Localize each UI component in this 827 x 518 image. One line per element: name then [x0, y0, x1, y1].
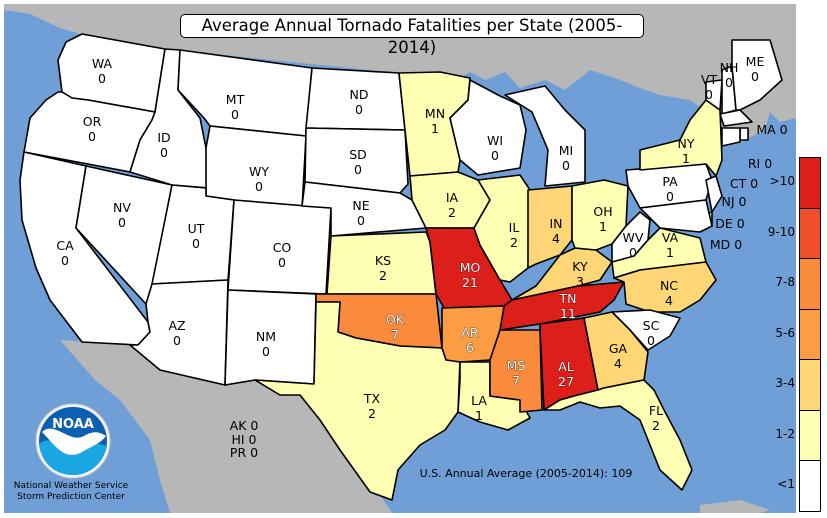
state-ct: [721, 127, 741, 147]
legend-swatch-6: [799, 460, 821, 512]
state-label-nd: ND 0: [350, 87, 369, 117]
state-label-ia: IA 2: [446, 190, 459, 220]
state-sd: [304, 127, 409, 194]
state-il: [473, 174, 531, 283]
state-label-me: ME 0: [746, 54, 765, 84]
legend-swatch-3: [799, 308, 821, 360]
cuba-landmass: [700, 500, 770, 513]
state-label-wy: WY 0: [249, 164, 269, 194]
state-label-oh: OH 1: [593, 204, 612, 234]
state-label-vt: VT 0: [701, 72, 718, 102]
noaa-logo-text: NOAA: [52, 417, 94, 432]
state-label-ar: AR 6: [461, 325, 479, 355]
state-wi: [449, 79, 527, 176]
state-label-nj: NJ 0: [722, 194, 747, 209]
legend-label-3: 5-6: [775, 325, 795, 340]
territories-list: AK 0 HI 0 PR 0: [222, 419, 266, 460]
legend-label-0: >10: [769, 174, 795, 189]
legend-label-2: 7-8: [775, 275, 795, 290]
credit-line-1: National Weather Service: [13, 481, 129, 491]
state-label-sd: SD 0: [349, 147, 367, 177]
state-me: [731, 39, 783, 111]
state-label-nc: NC 4: [660, 278, 678, 308]
state-ri: [739, 127, 749, 141]
state-label-nm: NM 0: [256, 329, 276, 359]
state-label-sc: SC 0: [643, 318, 660, 348]
state-label-ri: RI 0: [748, 156, 772, 171]
state-label-wa: WA 0: [92, 56, 113, 86]
state-label-ne: NE 0: [352, 198, 369, 228]
territory-pr: PR 0: [229, 445, 259, 460]
state-label-ms: MS 7: [507, 358, 526, 388]
legend-label-4: 3-4: [775, 376, 795, 391]
state-ne: [301, 181, 427, 237]
state-label-co: CO 0: [273, 240, 292, 270]
state-label-ut: UT 0: [188, 221, 205, 251]
state-label-ct: CT 0: [730, 176, 758, 191]
credit-line-2: Storm Prediction Center: [17, 492, 125, 502]
state-label-mn: MN 1: [425, 106, 445, 136]
noaa-logo: NOAA: [35, 403, 111, 479]
state-label-la: LA 1: [471, 393, 487, 423]
state-label-al: AL 27: [558, 359, 574, 389]
state-label-tx: TX 2: [363, 391, 381, 421]
state-label-in: IN 4: [549, 216, 562, 246]
state-tx: [254, 301, 461, 501]
state-label-ny: NY 1: [678, 136, 695, 166]
state-label-ca: CA 0: [56, 238, 74, 268]
state-label-wi: WI 0: [487, 133, 503, 163]
credit-text: National Weather Service Storm Predictio…: [6, 481, 136, 503]
state-label-ga: GA 4: [609, 341, 628, 371]
state-label-fl: FL 2: [649, 403, 663, 433]
state-nc: [613, 261, 717, 313]
state-label-va: VA 1: [662, 230, 679, 260]
state-label-nh: NH 0: [720, 60, 739, 90]
annual-average-text: U.S. Annual Average (2005-2014): 109: [419, 467, 633, 480]
state-label-or: OR 0: [83, 114, 102, 144]
state-label-md: MD 0: [710, 237, 742, 252]
state-label-de: DE 0: [715, 216, 744, 231]
state-mi: [504, 85, 586, 187]
state-label-mo: MO 21: [460, 260, 481, 290]
state-label-nv: NV 0: [113, 200, 131, 230]
state-label-az: AZ 0: [168, 318, 185, 348]
canada-landmass: [4, 4, 796, 145]
state-fl: [543, 379, 693, 491]
state-label-mi: MI 0: [559, 143, 573, 173]
state-label-wv: WV 0: [623, 230, 644, 260]
legend-label-6: <1: [777, 477, 795, 492]
legend-swatch-0: [799, 157, 821, 209]
state-tn: [499, 281, 625, 331]
state-label-tn: TN 11: [559, 291, 577, 321]
territory-hi: HI 0: [231, 431, 257, 447]
state-label-ok: OK 7: [386, 312, 405, 342]
state-label-id: ID 0: [157, 130, 170, 160]
legend-swatch-1: [799, 207, 821, 259]
legend-swatch-2: [799, 258, 821, 310]
state-ma: [719, 109, 753, 127]
state-label-ky: KY 3: [572, 259, 588, 289]
legend-label-1: 9-10: [767, 224, 795, 239]
state-label-ma: MA 0: [756, 122, 787, 137]
state-nj: [705, 175, 723, 213]
territory-ak: AK 0: [229, 418, 259, 433]
map-title: Average Annual Tornado Fatalities per St…: [180, 14, 644, 57]
state-vt: [705, 79, 723, 111]
legend-swatch-4: [799, 359, 821, 411]
state-label-mt: MT 0: [226, 92, 245, 122]
legend-label-5: 1-2: [775, 426, 795, 441]
state-md: [639, 199, 713, 233]
legend-swatch-5: [799, 409, 821, 461]
state-ny: [639, 99, 723, 177]
legend: [799, 157, 823, 512]
state-label-pa: PA 0: [662, 174, 678, 204]
state-label-ks: KS 2: [375, 253, 391, 283]
mexico-landmass: [60, 340, 392, 513]
state-label-il: IL 2: [509, 220, 520, 250]
